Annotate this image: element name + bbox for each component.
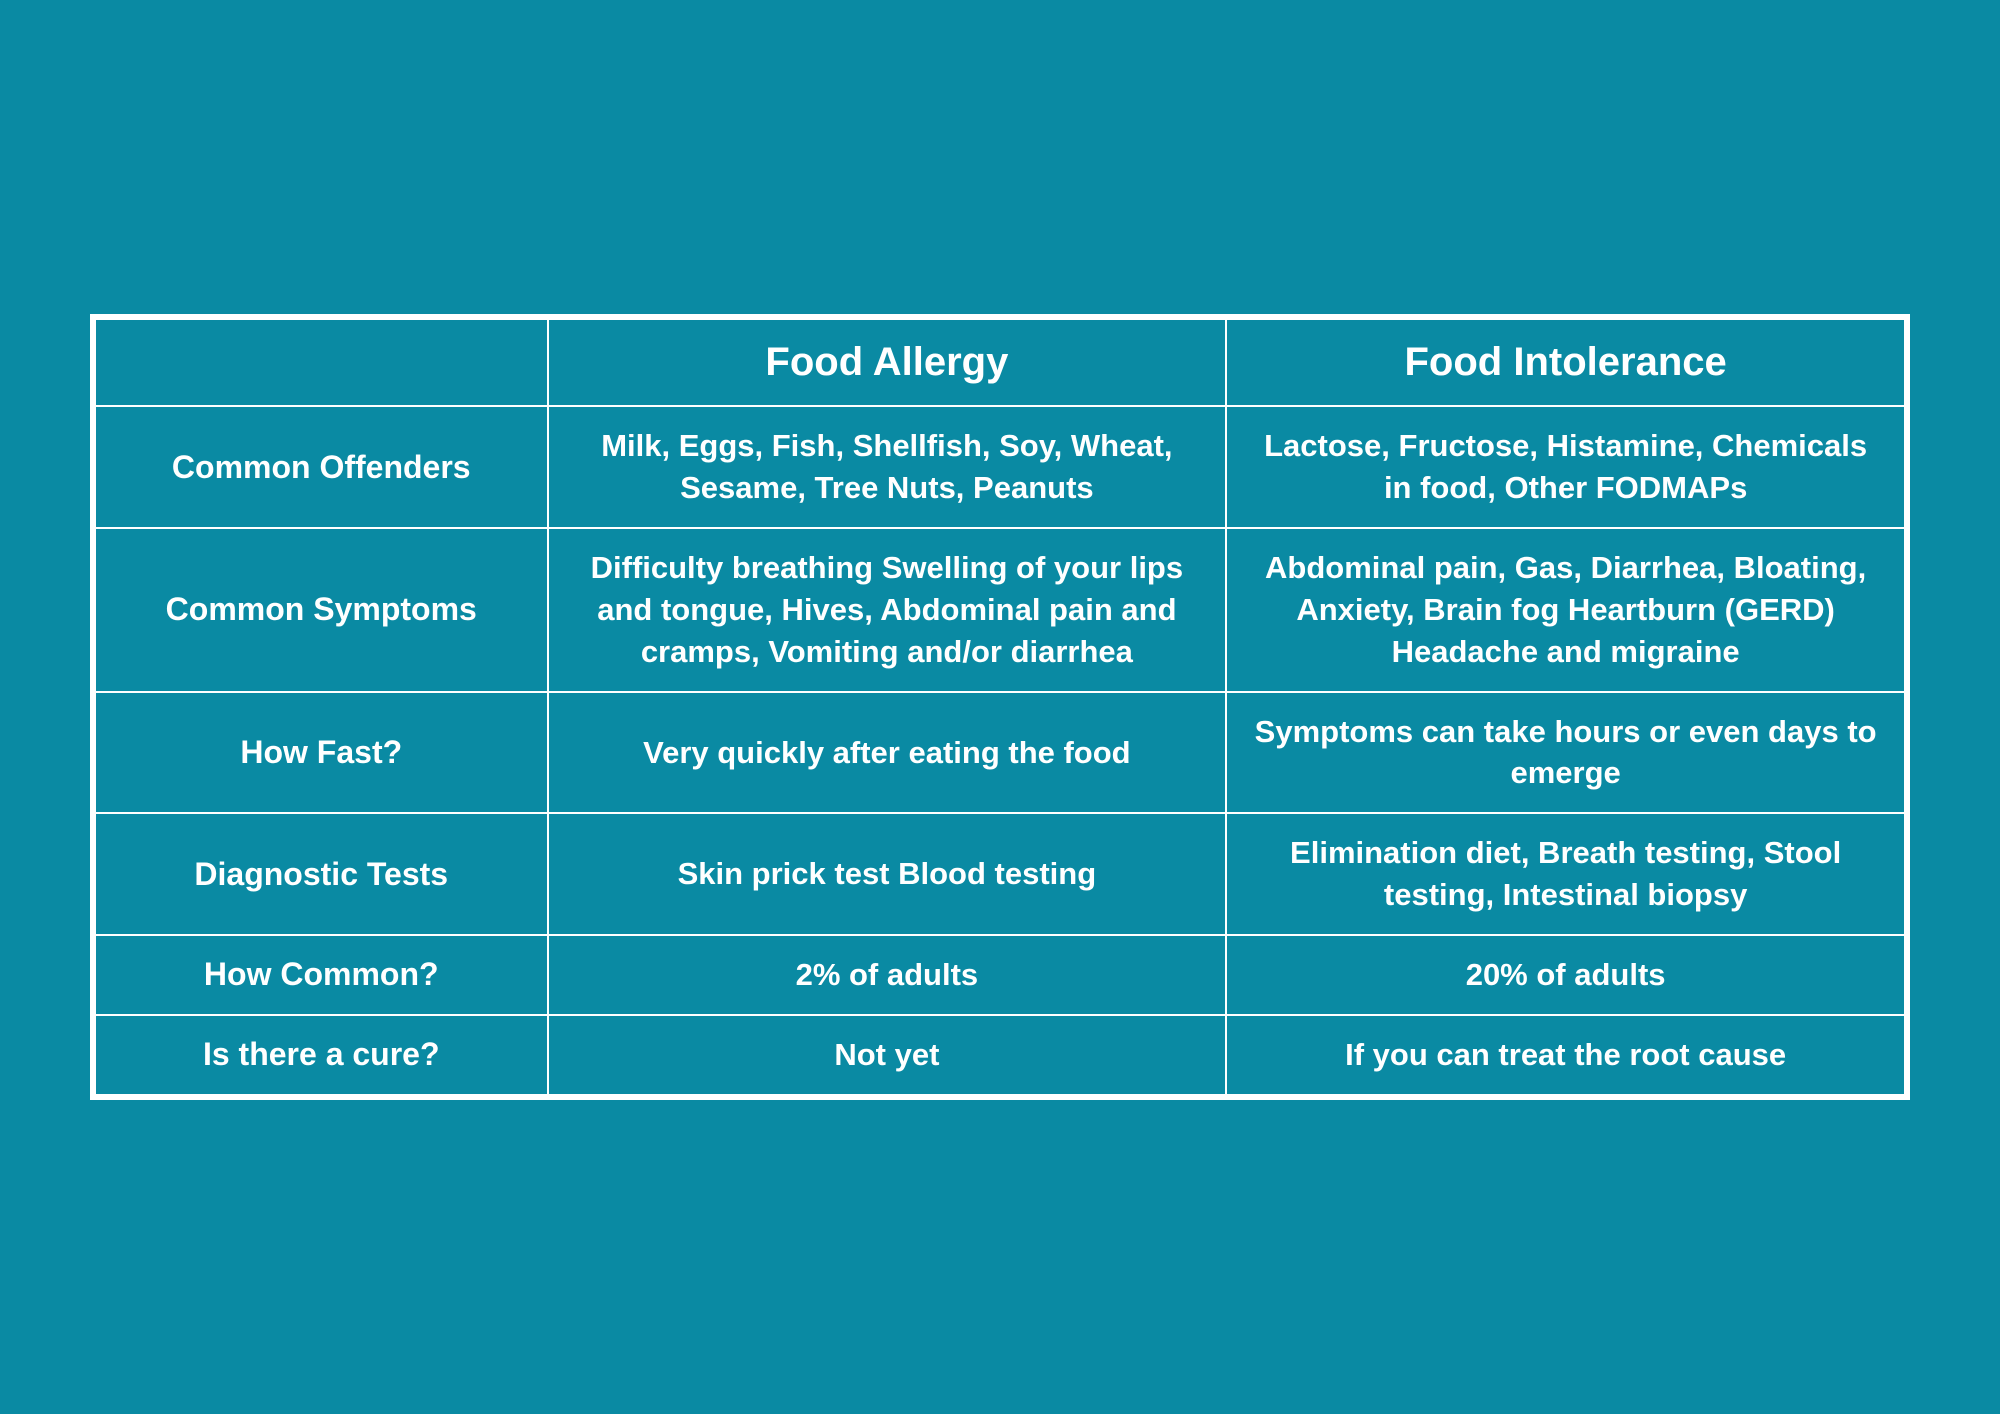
table-row: How Fast? Very quickly after eating the …: [95, 692, 1905, 814]
header-empty: [95, 319, 548, 406]
row-label-howfast: How Fast?: [95, 692, 548, 814]
header-intolerance: Food Intolerance: [1226, 319, 1905, 406]
cell-allergy-offenders: Milk, Eggs, Fish, Shellfish, Soy, Wheat,…: [548, 406, 1227, 528]
cell-allergy-cure: Not yet: [548, 1015, 1227, 1095]
cell-allergy-symptoms: Difficulty breathing Swelling of your li…: [548, 528, 1227, 692]
row-label-diagnostic: Diagnostic Tests: [95, 813, 548, 935]
table-row: Is there a cure? Not yet If you can trea…: [95, 1015, 1905, 1095]
row-label-offenders: Common Offenders: [95, 406, 548, 528]
table-row: Diagnostic Tests Skin prick test Blood t…: [95, 813, 1905, 935]
table: Food Allergy Food Intolerance Common Off…: [94, 318, 1906, 1095]
row-label-symptoms: Common Symptoms: [95, 528, 548, 692]
row-label-howcommon: How Common?: [95, 935, 548, 1015]
cell-allergy-howcommon: 2% of adults: [548, 935, 1227, 1015]
cell-intolerance-diagnostic: Elimination diet, Breath testing, Stool …: [1226, 813, 1905, 935]
cell-intolerance-howfast: Symptoms can take hours or even days to …: [1226, 692, 1905, 814]
cell-intolerance-cure: If you can treat the root cause: [1226, 1015, 1905, 1095]
table-header: Food Allergy Food Intolerance: [95, 319, 1905, 406]
table-row: Common Offenders Milk, Eggs, Fish, Shell…: [95, 406, 1905, 528]
cell-intolerance-offenders: Lactose, Fructose, Histamine, Chemicals …: [1226, 406, 1905, 528]
cell-allergy-howfast: Very quickly after eating the food: [548, 692, 1227, 814]
table-row: How Common? 2% of adults 20% of adults: [95, 935, 1905, 1015]
cell-intolerance-symptoms: Abdominal pain, Gas, Diarrhea, Bloating,…: [1226, 528, 1905, 692]
comparison-table: Food Allergy Food Intolerance Common Off…: [90, 314, 1910, 1099]
header-allergy: Food Allergy: [548, 319, 1227, 406]
table-body: Common Offenders Milk, Eggs, Fish, Shell…: [95, 406, 1905, 1094]
table-row: Common Symptoms Difficulty breathing Swe…: [95, 528, 1905, 692]
cell-intolerance-howcommon: 20% of adults: [1226, 935, 1905, 1015]
row-label-cure: Is there a cure?: [95, 1015, 548, 1095]
cell-allergy-diagnostic: Skin prick test Blood testing: [548, 813, 1227, 935]
